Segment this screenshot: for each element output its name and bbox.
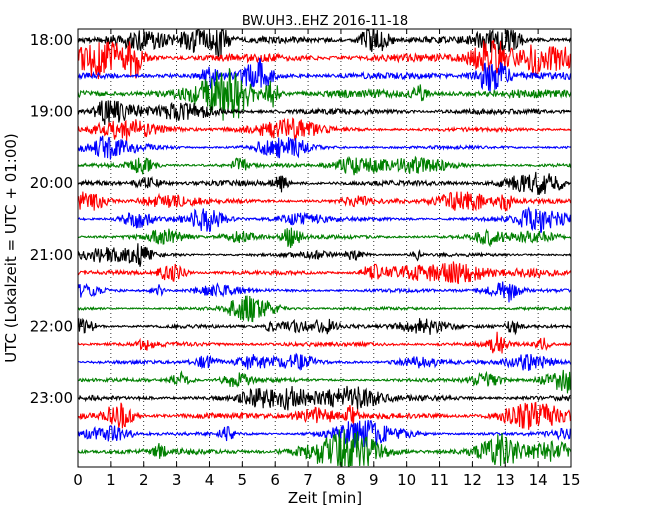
seismic-trace xyxy=(77,281,572,303)
seismic-trace xyxy=(77,331,572,354)
x-tick-label: 9 xyxy=(369,471,379,489)
x-tick-label: 4 xyxy=(205,471,215,489)
x-tick-label: 7 xyxy=(303,471,313,489)
seismic-trace xyxy=(77,28,572,58)
x-tick-label: 12 xyxy=(463,471,482,489)
x-tick-label: 3 xyxy=(172,471,182,489)
x-tick-label: 6 xyxy=(270,471,280,489)
y-tick-label: 19:00 xyxy=(30,103,73,121)
y-tick-label: 22:00 xyxy=(30,317,73,335)
seismic-trace xyxy=(77,352,572,372)
plot-frame xyxy=(77,28,572,468)
seismic-trace xyxy=(77,419,572,448)
seismic-trace xyxy=(77,227,572,248)
y-axis-label: UTC (Lokalzeit = UTC + 01:00) xyxy=(2,133,20,363)
x-tick-label: 10 xyxy=(397,471,416,489)
seismic-trace xyxy=(77,295,572,323)
y-tick-label: 21:00 xyxy=(30,246,73,264)
x-tick-label: 8 xyxy=(336,471,346,489)
y-tick-label: 23:00 xyxy=(30,389,73,407)
x-ticks: 0 1 2 3 4 5 6 7 8 9 10 11 12 13 14 15 xyxy=(73,29,581,489)
seismic-trace xyxy=(77,317,572,336)
x-tick-label: 15 xyxy=(561,471,580,489)
seismic-trace xyxy=(77,206,572,233)
x-tick-label: 5 xyxy=(238,471,248,489)
seismic-trace xyxy=(77,261,572,285)
seismic-trace xyxy=(77,191,572,212)
seismic-trace xyxy=(77,171,572,195)
seismic-trace xyxy=(77,401,572,430)
x-axis-label: Zeit [min] xyxy=(288,489,362,507)
chart-title: BW.UH3..EHZ 2016-11-18 xyxy=(242,14,408,29)
seismic-trace xyxy=(77,385,572,411)
x-tick-label: 0 xyxy=(73,471,83,489)
x-tick-label: 14 xyxy=(529,471,548,489)
seismic-trace xyxy=(77,68,572,121)
seismic-trace xyxy=(77,135,572,160)
x-tick-label: 2 xyxy=(139,471,149,489)
y-tick-label: 20:00 xyxy=(30,174,73,192)
seismic-trace xyxy=(77,369,572,394)
seismic-trace xyxy=(77,429,572,467)
seismic-trace xyxy=(77,243,572,267)
seismic-trace xyxy=(77,39,572,80)
x-tick-label: 13 xyxy=(496,471,515,489)
seismic-trace xyxy=(77,155,572,176)
y-tick-label: 18:00 xyxy=(30,31,73,49)
x-tick-label: 1 xyxy=(106,471,116,489)
x-tick-label: 11 xyxy=(430,471,449,489)
seismic-trace xyxy=(77,100,572,126)
trace-layer xyxy=(77,28,572,467)
seismic-trace xyxy=(77,117,572,141)
y-ticks: 18:00 19:00 20:00 21:00 22:00 23:00 xyxy=(30,31,571,407)
seismic-trace xyxy=(78,57,572,94)
